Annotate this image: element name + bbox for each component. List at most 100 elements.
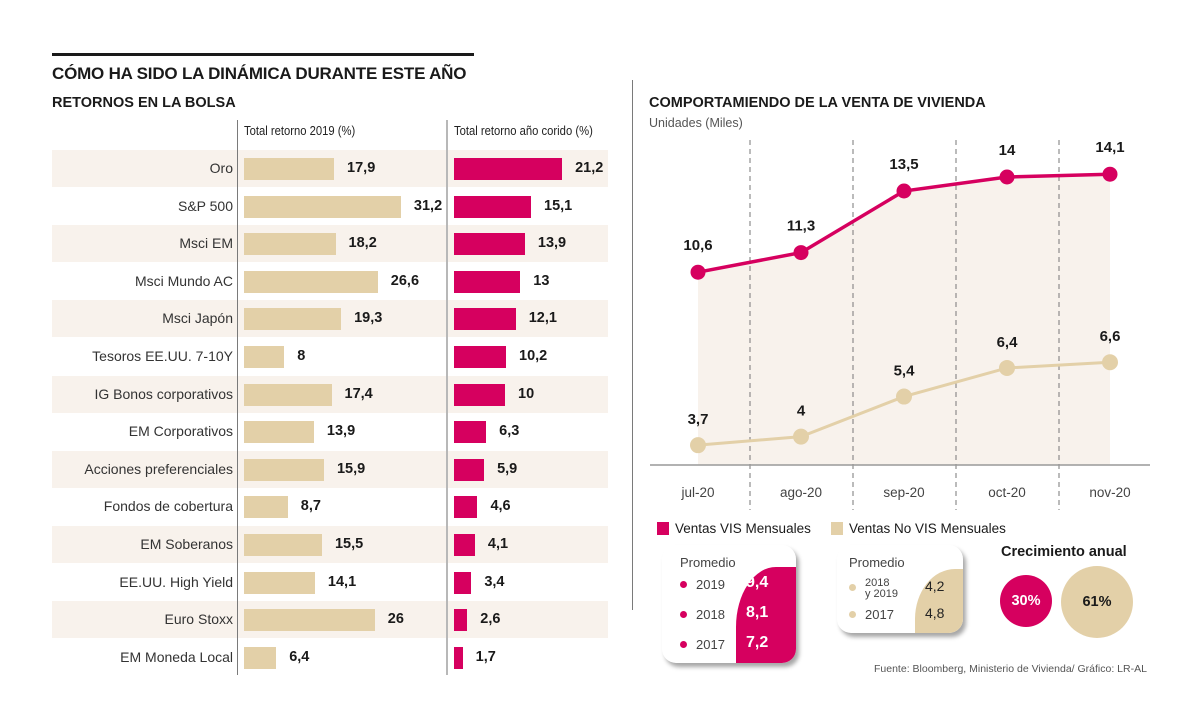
- bar-2019-value: 6,4: [289, 648, 310, 665]
- bar-ytd-value: 13,9: [537, 235, 567, 252]
- x-tick-label: nov-20: [1089, 485, 1130, 500]
- bar-row: Msci EM 18,2 13,9: [52, 225, 608, 263]
- bar-ytd: [454, 571, 472, 594]
- bar-ytd: [454, 458, 485, 481]
- row-label: Tesoros EE.UU. 7-10Y: [92, 348, 233, 364]
- bar-row: EE.UU. High Yield 14,1 3,4: [52, 564, 608, 601]
- bar-2019-value: 15,5: [334, 536, 364, 552]
- row-label: Msci Mundo AC: [134, 272, 233, 289]
- row-label: IG Bonos corporativos: [94, 385, 233, 402]
- promedio-value: 8,1: [746, 604, 769, 621]
- bar-2019: [244, 308, 342, 331]
- data-point-vis: [690, 264, 706, 280]
- bar-row: IG Bonos corporativos 17,4 10: [52, 375, 608, 413]
- bar-ytd: [454, 346, 507, 368]
- legend-vis: Ventas VIS Mensuales: [657, 519, 811, 537]
- row-label: Oro: [209, 160, 233, 176]
- row-label: Msci Japón: [162, 310, 233, 327]
- bar-2019: [244, 383, 332, 406]
- bar-row: EM Soberanos 15,5 4,1: [52, 526, 608, 563]
- bar-ytd-value: 4,6: [490, 498, 511, 515]
- bar-row: Acciones preferenciales 15,9 5,9: [52, 450, 608, 488]
- bar-2019-value: 17,4: [344, 385, 373, 402]
- row-label: Fondos de cobertura: [103, 498, 233, 515]
- bar-2019-value: 8: [297, 348, 306, 364]
- bar-2019: [244, 458, 324, 481]
- data-point-vis: [999, 169, 1015, 185]
- promedio-year: 2019: [696, 577, 725, 592]
- bar-2019: [244, 233, 336, 256]
- row-label: EM Soberanos: [140, 536, 233, 552]
- legend-swatch-vis: [657, 521, 669, 535]
- legend-label-novis: Ventas No VIS Mensuales: [849, 520, 1006, 536]
- bar-ytd: [454, 270, 521, 293]
- bar-ytd-value: 4,1: [487, 536, 509, 552]
- bullet-dot: [680, 581, 687, 588]
- bar-2019-value: 14,1: [327, 573, 357, 590]
- bar-2019: [244, 195, 401, 218]
- bar-row: Tesoros EE.UU. 7-10Y 8 10,2: [52, 338, 608, 375]
- col-divider-ytd: [446, 120, 448, 675]
- bar-ytd-value: 3,4: [484, 573, 505, 590]
- row-label: Acciones preferenciales: [84, 460, 233, 477]
- promedio-vis-row: 2018: [680, 607, 725, 622]
- promedio-year: 2018: [696, 607, 725, 622]
- legend-label-vis: Ventas VIS Mensuales: [675, 520, 811, 536]
- bar-row: Fondos de cobertura 8,7 4,6: [52, 488, 608, 525]
- bar-2019-value: 17,9: [347, 160, 376, 176]
- bullet-dot: [680, 641, 687, 648]
- promedio-value: 7,2: [746, 634, 769, 651]
- bar-ytd: [454, 308, 516, 331]
- bar-ytd: [454, 383, 505, 406]
- bar-ytd: [454, 195, 531, 218]
- bar-ytd-value: 5,9: [497, 460, 518, 477]
- row-label: Msci EM: [179, 235, 233, 252]
- promedio-novis-title: Promedio: [849, 555, 905, 570]
- bar-2019: [244, 609, 375, 632]
- promedio-year-group: 2018 y 2019: [865, 578, 898, 600]
- promedio-novis-row: 2017: [849, 607, 894, 622]
- bar-2019-value: 19,3: [354, 310, 383, 327]
- promedio-novis-row: 2018 y 2019: [849, 578, 898, 600]
- promedio-vis-title: Promedio: [680, 555, 736, 570]
- data-label-novis: 5,4: [894, 363, 916, 380]
- growth-vis-circle: 30%: [1000, 575, 1052, 627]
- bar-ytd: [454, 609, 468, 632]
- data-point-novis: [793, 428, 809, 445]
- bar-ytd: [454, 158, 563, 180]
- line-chart-title: COMPORTAMIENDO DE LA VENTA DE VIVIENDA: [649, 95, 986, 111]
- bar-2019-value: 15,9: [336, 460, 366, 477]
- top-rule: [52, 53, 474, 56]
- bar-ytd-value: 10: [518, 385, 535, 402]
- bar-ytd: [454, 534, 475, 556]
- bar-2019-value: 18,2: [348, 235, 377, 252]
- x-tick-label: ago-20: [780, 485, 822, 500]
- data-label-vis: 10,6: [683, 237, 712, 254]
- col-header-ytd: Total retorno año corido (%): [454, 124, 593, 138]
- bar-row: Msci Mundo AC 26,6 13: [52, 263, 608, 300]
- promedio-year: y 2019: [865, 588, 899, 600]
- bar-ytd: [454, 233, 525, 256]
- promedio-year: 2017: [696, 637, 725, 652]
- bar-ytd-value: 10,2: [519, 348, 548, 364]
- data-point-novis: [690, 437, 706, 454]
- bar-ytd: [454, 496, 478, 519]
- bar-2019-value: 31,2: [413, 197, 443, 214]
- bar-2019: [244, 158, 335, 180]
- main-title: CÓMO HA SIDO LA DINÁMICA DURANTE ESTE AÑ…: [52, 64, 467, 83]
- bar-2019-value: 8,7: [300, 498, 321, 515]
- bar-row: Oro 17,9 21,2: [52, 150, 608, 187]
- series-line-novis: [697, 360, 1111, 447]
- x-tick-label: sep-20: [883, 485, 924, 500]
- row-label: EE.UU. High Yield: [119, 573, 233, 590]
- growth-novis-circle: 61%: [1061, 566, 1133, 638]
- bar-row: S&P 500 31,2 15,1: [52, 188, 608, 225]
- growth-title: Crecimiento anual: [1001, 544, 1127, 560]
- data-label-novis: 6,4: [997, 334, 1019, 351]
- data-point-vis: [793, 245, 809, 261]
- bar-2019: [244, 270, 378, 293]
- data-point-vis: [1102, 166, 1118, 182]
- bar-ytd-value: 2,6: [480, 611, 501, 628]
- legend-swatch-novis: [831, 521, 843, 535]
- source-note: Fuente: Bloomberg, Ministerio de Viviend…: [874, 663, 1147, 675]
